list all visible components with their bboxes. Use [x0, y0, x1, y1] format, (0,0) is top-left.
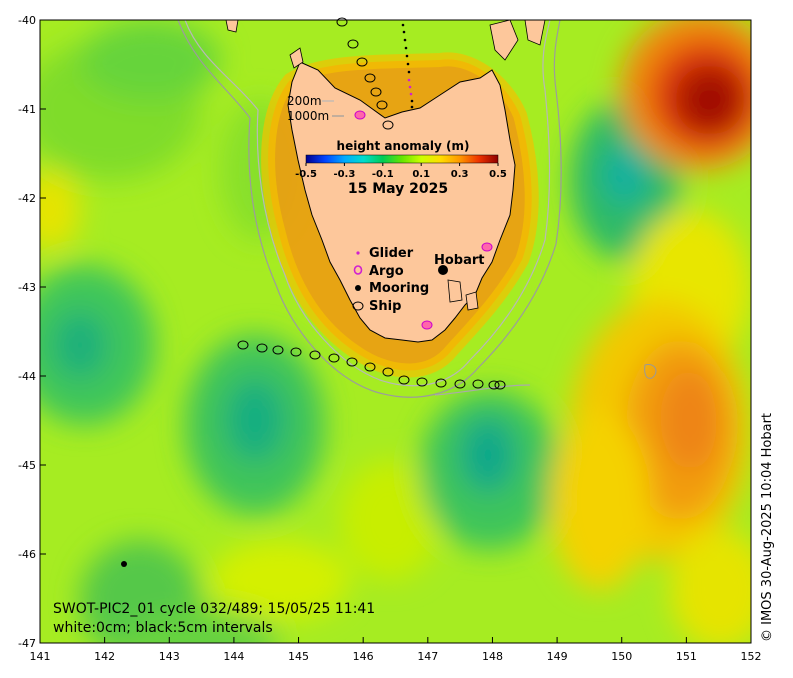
ship-marker — [328, 353, 340, 363]
y-tick-label: -44 — [18, 370, 36, 383]
y-tick-label: -46 — [18, 548, 36, 561]
y-tick-label: -40 — [18, 14, 36, 27]
mooring-marker — [438, 265, 448, 275]
ship-marker — [382, 367, 394, 377]
ship-marker — [272, 345, 284, 355]
ship-marker — [398, 375, 410, 385]
mooring-legend-icon — [355, 285, 361, 291]
argo-marker — [421, 320, 433, 330]
y-axis: -40 -41 -42 -43 -44 -45 -46 -47 — [18, 14, 46, 650]
y-tick-label: -43 — [18, 281, 36, 294]
y-tick-label: -45 — [18, 459, 36, 472]
glider-track — [401, 23, 414, 109]
copyright-label: © IMOS 30-Aug-2025 10:04 Hobart — [760, 412, 775, 642]
ship-marker — [237, 340, 249, 350]
ship-marker — [488, 380, 500, 390]
ship-marker — [370, 87, 382, 97]
x-tick-label: 141 — [30, 650, 51, 663]
x-tick-label: 152 — [741, 650, 762, 663]
ship-marker — [290, 347, 302, 357]
colorbar-tick-label: 0.5 — [489, 169, 507, 180]
ship-marker — [472, 379, 484, 389]
ship-marker — [435, 378, 447, 388]
argo-marker — [354, 110, 366, 120]
x-tick-label: 147 — [417, 650, 438, 663]
ship-marker — [364, 362, 376, 372]
x-tick-label: 142 — [94, 650, 115, 663]
colorbar-gradient — [305, 154, 499, 164]
ship-marker — [494, 380, 506, 390]
ship-marker — [309, 350, 321, 360]
moorings — [121, 265, 448, 567]
ship-marker — [382, 120, 394, 130]
glider-legend-label: Glider — [369, 246, 414, 261]
colorbar-tick-label: 0.3 — [451, 169, 469, 180]
ship-marker — [256, 343, 268, 353]
height-anomaly-field — [40, 20, 751, 643]
map-date-label: 15 May 2025 — [348, 181, 448, 197]
colorbar-tick-label: 0.1 — [412, 169, 430, 180]
ship-marker — [454, 379, 466, 389]
place-label-hobart: Hobart — [434, 253, 485, 268]
x-tick-label: 151 — [676, 650, 697, 663]
ship-marker — [356, 57, 368, 67]
ship-marker — [346, 357, 358, 367]
y-tick-label: -41 — [18, 103, 36, 116]
ship-marker — [336, 17, 348, 27]
caption-line-2: white:0cm; black:5cm intervals — [53, 620, 273, 636]
x-axis: 141 142 143 144 145 146 147 148 149 150 151 152 — [30, 637, 762, 663]
argo-marker — [481, 242, 493, 252]
colorbar-title: height anomaly (m) — [337, 139, 470, 153]
ship-track — [237, 17, 506, 390]
x-tick-label: 149 — [547, 650, 568, 663]
caption-line-1: SWOT-PIC2_01 cycle 032/489; 15/05/25 11:… — [53, 601, 375, 617]
y-tick-label: -42 — [18, 192, 36, 205]
glider-legend-icon — [356, 251, 360, 255]
colorbar: height anomaly (m) -0.5 -0.3 -0.1 0.1 0.3 0.5… — [295, 139, 507, 197]
ship-marker — [376, 100, 388, 110]
colorbar-tick-label: -0.1 — [372, 169, 394, 180]
colorbar-tick-label: -0.5 — [295, 169, 317, 180]
ship-marker — [347, 39, 359, 49]
y-tick-label: -47 — [18, 637, 36, 650]
map-frame — [39, 19, 752, 644]
mooring-marker — [121, 561, 127, 567]
argo-legend-label: Argo — [369, 264, 404, 279]
x-tick-label: 148 — [482, 650, 503, 663]
ship-marker — [416, 377, 428, 387]
colorbar-tick-label: -0.3 — [333, 169, 355, 180]
ship-legend-label: Ship — [369, 299, 401, 314]
x-tick-label: 150 — [611, 650, 632, 663]
station-legend: Glider Argo Mooring Ship — [352, 246, 429, 314]
ship-legend-icon — [352, 301, 364, 311]
x-tick-label: 145 — [288, 650, 309, 663]
argo-legend-icon — [353, 265, 363, 275]
argo-floats — [354, 110, 493, 330]
x-tick-label: 143 — [159, 650, 180, 663]
depth-legend-1000m: 1000m — [287, 109, 329, 123]
ship-marker — [364, 73, 376, 83]
x-tick-label: 146 — [353, 650, 374, 663]
mooring-legend-label: Mooring — [369, 281, 429, 296]
depth-legend-200m: 200m — [287, 94, 322, 108]
x-tick-label: 144 — [223, 650, 244, 663]
